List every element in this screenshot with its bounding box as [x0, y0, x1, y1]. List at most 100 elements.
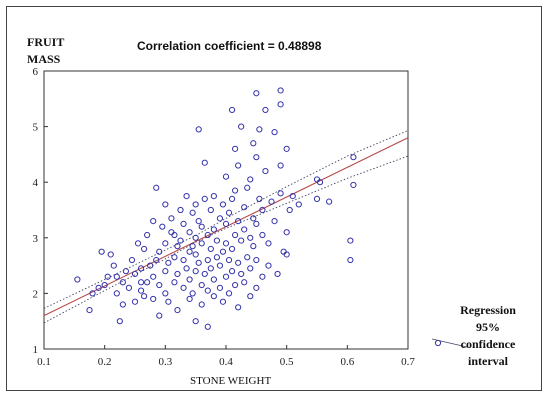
data-point — [277, 101, 284, 108]
data-point — [274, 270, 281, 278]
data-point — [162, 240, 169, 247]
data-point — [347, 237, 354, 244]
data-point — [156, 248, 163, 255]
data-point — [253, 220, 260, 227]
data-point — [116, 318, 123, 325]
data-point — [259, 273, 266, 280]
data-point — [216, 215, 224, 222]
scatter-chart: FRUIT MASS Correlation coefficient = 0.4… — [27, 35, 516, 387]
x-tick-label: 0.3 — [158, 356, 172, 368]
data-point — [235, 218, 242, 225]
data-point — [128, 256, 136, 264]
confidence-lower-line — [43, 155, 409, 324]
data-point — [156, 281, 163, 289]
data-point — [313, 195, 321, 202]
data-point — [131, 270, 139, 278]
data-point — [265, 262, 272, 269]
data-point — [283, 229, 290, 236]
data-point — [244, 184, 251, 191]
data-point — [110, 262, 117, 269]
data-point — [250, 140, 257, 147]
data-point — [131, 298, 139, 305]
y-axis-title-line-2: MASS — [27, 52, 61, 66]
data-point — [134, 240, 142, 247]
data-point — [177, 206, 184, 214]
data-point — [198, 281, 205, 289]
data-point — [253, 284, 260, 291]
data-point — [198, 240, 205, 247]
x-axis-title: STONE WEIGHT — [190, 375, 271, 387]
data-point — [162, 290, 169, 297]
data-point — [213, 254, 220, 261]
data-point — [86, 306, 93, 314]
data-point — [189, 209, 196, 216]
chart-title: Correlation coefficient = 0.48898 — [137, 39, 322, 53]
data-point — [350, 154, 357, 161]
data-point — [271, 129, 278, 136]
data-point — [192, 234, 199, 241]
data-point — [201, 270, 208, 278]
data-point — [253, 154, 260, 161]
data-point — [186, 276, 193, 283]
data-point — [122, 268, 130, 275]
data-point — [180, 256, 187, 264]
data-point — [232, 281, 239, 289]
data-point — [222, 273, 230, 280]
data-point — [256, 126, 263, 133]
data-point — [141, 245, 148, 253]
data-point — [232, 231, 239, 239]
data-point — [204, 323, 211, 330]
data-point — [113, 290, 120, 297]
data-point — [265, 240, 272, 247]
data-point — [207, 265, 214, 272]
data-point — [228, 195, 236, 202]
data-point — [95, 284, 102, 291]
data-point — [250, 243, 257, 250]
data-point — [283, 251, 290, 258]
data-point — [247, 234, 254, 241]
data-point — [137, 279, 145, 286]
data-point — [247, 293, 254, 300]
data-point — [228, 245, 236, 253]
data-points — [74, 87, 357, 330]
data-point — [201, 159, 208, 166]
data-point — [153, 256, 160, 264]
data-point — [277, 162, 284, 169]
data-point — [350, 181, 357, 189]
data-point — [201, 195, 208, 202]
y-tick-label: 6 — [33, 66, 39, 78]
data-point — [347, 256, 354, 264]
data-point — [316, 179, 324, 186]
data-point — [225, 209, 233, 216]
axis-ticks: 0.1 0.2 0.3 0.4 0.5 0.6 0.7 1 2 3 4 5 6 — [33, 66, 416, 368]
legend-label-line-3: confidence — [461, 337, 516, 351]
data-point — [219, 201, 227, 208]
data-point — [235, 304, 242, 311]
data-point — [113, 273, 120, 280]
data-point — [174, 306, 181, 314]
data-point — [262, 167, 269, 175]
data-point — [171, 231, 178, 239]
data-point — [180, 220, 187, 227]
data-point — [150, 273, 157, 280]
data-point — [219, 248, 227, 255]
data-point — [165, 298, 172, 305]
data-point — [89, 290, 96, 297]
data-point — [235, 162, 242, 169]
data-point — [247, 176, 254, 183]
data-point — [210, 293, 217, 300]
data-point — [171, 254, 178, 261]
data-point — [216, 262, 224, 269]
x-tick-label: 0.7 — [401, 356, 415, 368]
data-point — [186, 248, 193, 255]
data-point — [222, 240, 230, 247]
data-point — [250, 215, 257, 222]
data-point — [207, 206, 214, 214]
data-point — [195, 218, 202, 225]
data-point — [225, 290, 233, 297]
data-point — [232, 145, 239, 152]
data-point — [192, 268, 199, 275]
data-point — [241, 204, 248, 211]
data-point — [277, 190, 284, 197]
legend-label-line-1: Regression — [460, 303, 516, 317]
